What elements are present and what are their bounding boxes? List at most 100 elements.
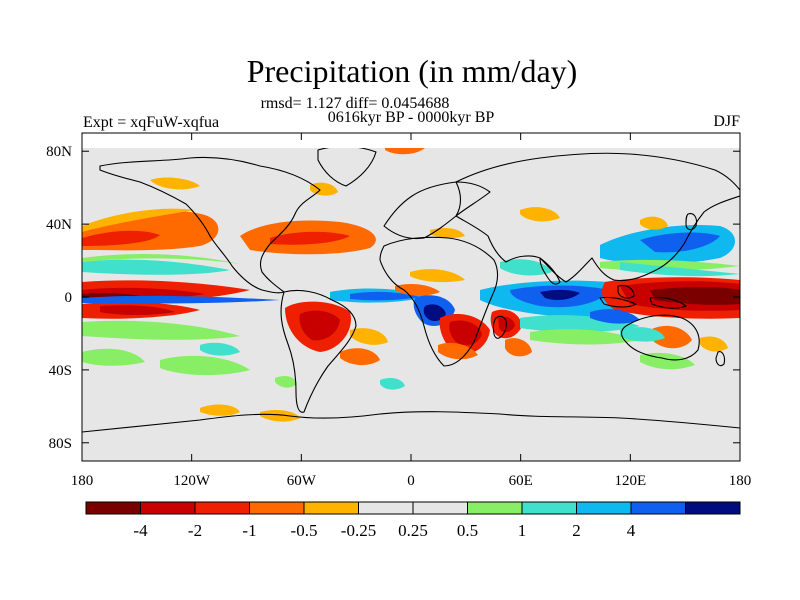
x-tick-label: 120E [614, 473, 646, 489]
coastline-australia [620, 314, 700, 361]
anomaly-southern-pacific-3 [160, 355, 250, 376]
anomaly-southern-africa-edge [438, 342, 478, 360]
anomaly-east-asia-yellow [640, 216, 668, 230]
colorbar-swatch [85, 501, 141, 515]
x-tick-label: 180 [71, 473, 94, 489]
x-axis: 180 120W 60W 0 60E 120E 180 [71, 133, 752, 489]
colorbar-swatch [630, 501, 686, 515]
anomaly-indian-south-green [530, 329, 640, 345]
experiment-label: Expt = xqFuW-xqfua [83, 114, 219, 131]
anomaly-north-pacific-edge [82, 208, 195, 232]
colorbar-label: 0.5 [457, 521, 478, 540]
colorbar-label: 2 [572, 521, 581, 540]
anomaly-east-pacific-orange [700, 336, 728, 352]
colorbar-swatch [412, 501, 468, 515]
colorbar-label: 4 [627, 521, 636, 540]
colorbar-label: -0.25 [341, 521, 376, 540]
y-tick-label: 0 [65, 290, 73, 306]
anomaly-nw-pacific-core [640, 232, 720, 253]
coastline-new-guinea [649, 296, 687, 309]
anomaly-australia-teal [620, 327, 665, 342]
stats-line: rmsd= 1.127 diff= 0.0454688 [261, 95, 450, 112]
x-tick-label: 180 [729, 473, 752, 489]
x-tick-label: 120W [173, 473, 211, 489]
colorbar-swatch [303, 501, 359, 515]
period-line: 0616kyr BP - 0000kyr BP [328, 109, 495, 126]
y-axis: 80N 40N 0 40S 80S [46, 144, 740, 452]
coastline-indonesia [599, 296, 637, 308]
anomaly-south-atlantic-orange [340, 348, 380, 366]
colorbar-swatch [358, 501, 414, 515]
anomaly-equatorial-pacific-south-core [100, 305, 175, 315]
anomaly-pacific-subtropics-green [82, 253, 240, 264]
anomaly-south-america-core [299, 310, 340, 341]
anomaly-arabian-sea [500, 259, 552, 276]
y-tick-label: 40S [49, 363, 72, 379]
anomaly-pacific-blue-strip [82, 295, 280, 304]
coastline-madagascar [492, 315, 507, 339]
anomaly-southern-pacific-2 [200, 342, 240, 356]
anomaly-field [82, 148, 740, 422]
anomaly-sw-indian-orange [505, 338, 532, 357]
coastline-greenland [317, 148, 377, 187]
coastline-south-america [280, 289, 357, 413]
anomaly-north-atlantic-core [270, 231, 350, 245]
anomaly-south-pacific-green [82, 320, 240, 340]
anomaly-southern-ocean-orange [200, 404, 240, 416]
y-tick-label: 80N [46, 144, 72, 160]
x-tick-label: 60E [509, 473, 533, 489]
x-tick-label: 60W [287, 473, 317, 489]
anomaly-north-pacific-core [82, 230, 160, 246]
colorbar-swatch [194, 501, 250, 515]
anomaly-arctic-atlantic [385, 148, 425, 155]
colorbar-swatch [140, 501, 196, 515]
coastline-north-america [99, 156, 321, 294]
coastline-asia [455, 152, 740, 283]
anomaly-southern-africa-core [449, 320, 482, 346]
anomaly-mediterranean-yellow [430, 228, 465, 239]
coastline-japan [685, 213, 698, 231]
colorbar-swatch [249, 501, 305, 515]
anomaly-south-atlantic-yellow [350, 328, 388, 345]
y-tick-label: 40N [46, 217, 72, 233]
colorbar-swatch [467, 501, 523, 515]
anomaly-west-pacific-deep [650, 287, 740, 305]
coastline-new-zealand [715, 351, 726, 367]
anomaly-west-africa [395, 284, 440, 296]
coastline-india [539, 257, 561, 285]
season-label: DJF [713, 113, 740, 130]
anomaly-congo-core [423, 304, 446, 322]
y-tick-label: 80S [49, 436, 72, 452]
colorbar-swatch [521, 501, 577, 515]
coastline-antarctica [82, 411, 740, 433]
anomaly-southern-pacific [82, 348, 145, 366]
colorbar-swatch [685, 501, 741, 515]
colorbar-label: -4 [133, 521, 148, 540]
coastline-borneo [617, 284, 635, 299]
coastline-europe [383, 181, 491, 240]
anomaly-south-atlantic-teal [380, 378, 405, 390]
anomaly-indonesia-blue [590, 309, 640, 324]
anomaly-central-asia-yellow [520, 207, 560, 222]
anomaly-southern-ocean-green [275, 376, 297, 388]
colorbar-label: 0.25 [398, 521, 428, 540]
colorbar-label: -1 [242, 521, 256, 540]
colorbar-swatch [576, 501, 632, 515]
x-tick-label: 0 [407, 473, 415, 489]
colorbar-label: -2 [188, 521, 202, 540]
colorbar-label: 1 [518, 521, 527, 540]
anomaly-australia-east [650, 325, 692, 349]
anomaly-indian-ocean-core [540, 289, 580, 301]
anomaly-sahel-edge [410, 269, 465, 283]
anomaly-southern-ocean-orange-2 [260, 410, 300, 422]
anomaly-pacific-subtropics [82, 259, 230, 275]
colorbar: -4 -2 -1 -0.5 -0.25 0.25 0.5 1 2 4 [85, 501, 741, 540]
anomaly-tropical-atlantic-deep [350, 291, 420, 301]
anomaly-ne-pacific [150, 177, 200, 190]
colorbar-label: -0.5 [291, 521, 318, 540]
coastlines [82, 148, 740, 433]
chart-title: Precipitation (in mm/day) [247, 53, 578, 89]
coastline-africa [379, 236, 499, 367]
map-plot [82, 148, 740, 461]
